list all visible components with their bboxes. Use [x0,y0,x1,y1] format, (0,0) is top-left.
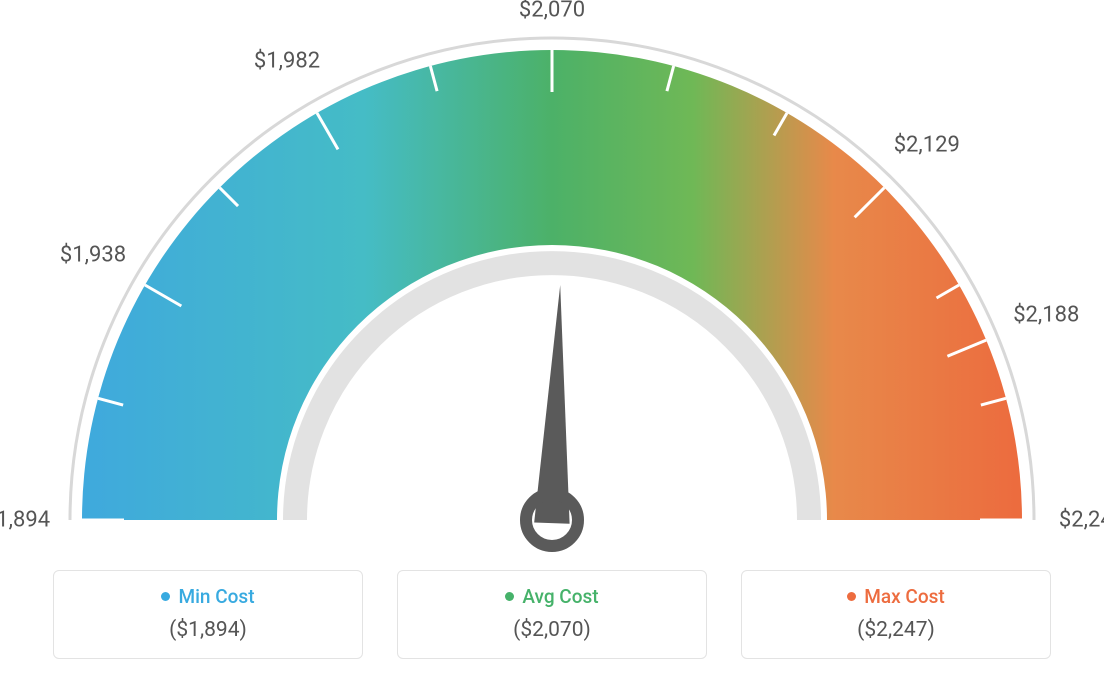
gauge-needle [534,285,569,524]
gauge-tick-label: $2,188 [1013,303,1079,328]
legend-card-avg: Avg Cost ($2,070) [397,570,707,659]
legend-value-avg: ($2,070) [408,618,696,642]
legend-card-min: Min Cost ($1,894) [53,570,363,659]
legend-value-max: ($2,247) [752,618,1040,642]
legend-dot-icon [847,592,856,601]
legend-row: Min Cost ($1,894) Avg Cost ($2,070) Max Cost… [0,570,1104,659]
legend-value-min: ($1,894) [64,618,352,642]
legend-title-text: Max Cost [864,585,944,608]
legend-title-max: Max Cost [847,585,944,608]
gauge-tick-label: $2,129 [894,133,960,158]
gauge-tick-label: $2,070 [519,0,585,23]
gauge-tick-label: $1,894 [0,508,50,533]
gauge-tick-label: $2,247 [1059,508,1104,533]
legend-card-max: Max Cost ($2,247) [741,570,1051,659]
legend-title-text: Avg Cost [522,585,598,608]
gauge-tick-label: $1,982 [254,49,320,74]
gauge-chart: $1,894 $1,938 $1,982 $2,070 $2,129 $2,188 $2,2… [0,0,1104,560]
legend-dot-icon [505,592,514,601]
legend-dot-icon [161,592,170,601]
gauge-tick-label: $1,938 [60,243,126,268]
legend-title-min: Min Cost [161,585,254,608]
gauge-svg [0,0,1104,560]
legend-title-avg: Avg Cost [505,585,598,608]
legend-title-text: Min Cost [178,585,254,608]
